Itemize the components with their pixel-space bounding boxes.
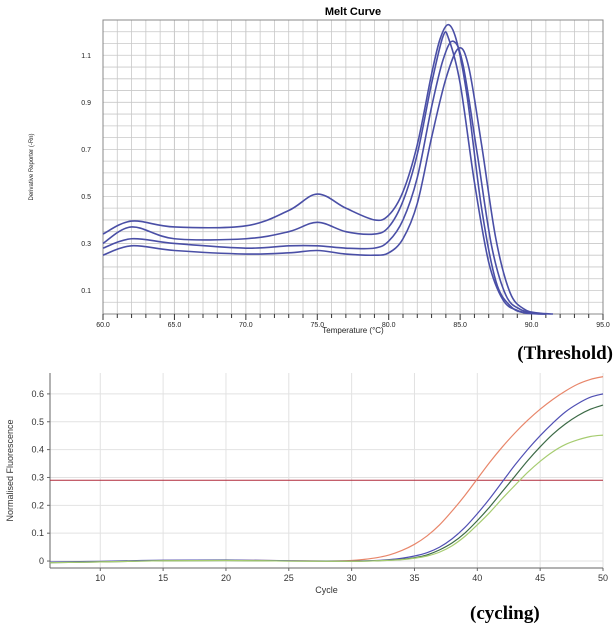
amp-x-tick-label: 40 bbox=[472, 573, 482, 583]
melt-series-1-line bbox=[102, 23, 546, 315]
melt-title: Melt Curve bbox=[325, 6, 381, 18]
melt-plot-frame bbox=[102, 19, 604, 315]
melt-curve-chart: Melt Curve 60.0 65.0 70.0 75.0 80.0 85.0 90.0 95… bbox=[29, 6, 610, 335]
amp-x-tick-label: 25 bbox=[284, 573, 294, 583]
amp-x-tick-label: 45 bbox=[535, 573, 545, 583]
melt-x-tick-label: 90.0 bbox=[525, 322, 539, 329]
melt-y-tick-label: 0.1 bbox=[81, 288, 91, 295]
amp-y-tick-label: 0.6 bbox=[31, 389, 44, 399]
melt-x-tick-label: 75.0 bbox=[310, 322, 324, 329]
melt-x-tick-label: 65.0 bbox=[168, 322, 182, 329]
amp-series-3-line bbox=[49, 404, 604, 564]
amp-y-tick-label: 0.2 bbox=[31, 500, 44, 510]
melt-y-tick-label: 0.5 bbox=[81, 194, 91, 201]
melt-x-tick-label: 85.0 bbox=[453, 322, 467, 329]
amp-x-tick-label: 50 bbox=[598, 573, 608, 583]
amplification-chart: 10 15 20 25 30 35 40 45 50 0 0.1 0.2 0.3 0.4 0.5 0.6 Cyc… bbox=[0, 340, 615, 630]
melt-x-tick-label: 95.0 bbox=[596, 322, 610, 329]
melt-x-tick-label: 60.0 bbox=[96, 322, 110, 329]
amp-y-tick-label: 0 bbox=[39, 556, 44, 566]
amp-x-tick-label: 20 bbox=[221, 573, 231, 583]
amp-x-tick-label: 30 bbox=[347, 573, 357, 583]
amp-x-axis-label: Cycle bbox=[315, 585, 338, 595]
melt-y-axis-label: Derivative Reporter (-Rn) bbox=[29, 133, 35, 200]
amp-y-tick-label: 0.3 bbox=[31, 472, 44, 482]
amp-x-tick-label: 15 bbox=[158, 573, 168, 583]
melt-y-tick-label: 0.9 bbox=[81, 100, 91, 107]
melt-x-tick-label: 80.0 bbox=[382, 322, 396, 329]
amp-y-tick-label: 0.5 bbox=[31, 417, 44, 427]
melt-curve-svg: Melt Curve 60.0 65.0 70.0 75.0 80.0 85.0 90.0 95… bbox=[29, 6, 610, 335]
amp-series-4-line bbox=[49, 434, 604, 564]
threshold-caption: (Threshold) bbox=[517, 343, 613, 364]
melt-series-4-line bbox=[102, 47, 554, 315]
melt-series-2-line bbox=[102, 31, 546, 315]
amp-y-tick-label: 0.4 bbox=[31, 445, 44, 455]
melt-x-minor-ticks bbox=[102, 314, 604, 320]
melt-x-axis-label: Temperature (°C) bbox=[322, 326, 384, 335]
amp-series-2-line bbox=[49, 393, 604, 563]
amp-x-tick-label: 35 bbox=[409, 573, 419, 583]
melt-y-tick-label: 0.3 bbox=[81, 241, 91, 248]
amp-y-tick-label: 0.1 bbox=[31, 528, 44, 538]
amplification-svg: 10 15 20 25 30 35 40 45 50 0 0.1 0.2 0.3 0.4 0.5 0.6 Cyc… bbox=[5, 373, 608, 595]
melt-x-tick-label: 70.0 bbox=[239, 322, 253, 329]
cycling-caption: (cycling) bbox=[470, 603, 540, 624]
melt-grid bbox=[102, 19, 604, 315]
amp-y-axis-label: Normalised Fluorescence bbox=[5, 419, 15, 521]
amp-x-tick-label: 10 bbox=[95, 573, 105, 583]
melt-y-tick-label: 1.1 bbox=[81, 53, 91, 60]
melt-series-3-line bbox=[102, 40, 546, 315]
melt-y-tick-label: 0.7 bbox=[81, 147, 91, 154]
